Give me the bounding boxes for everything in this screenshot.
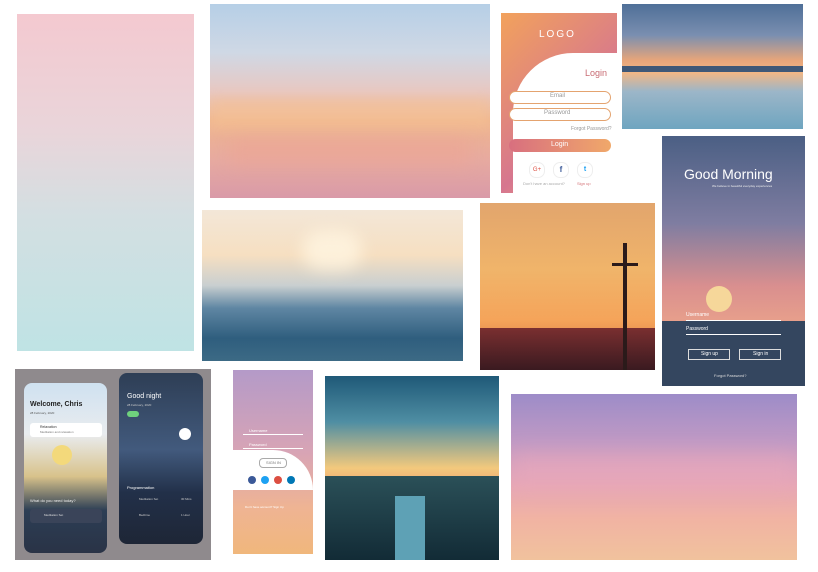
password-field[interactable]: Password [686,326,781,335]
login-title: Login [585,68,608,78]
meditation-app-mockup: Welcome, Chris 28 February, 2020 Relaxat… [15,369,211,560]
pink-sky-photo [511,394,797,560]
forest-river-illustration [325,376,499,560]
sun-icon [706,286,732,312]
email-field[interactable]: Email [509,91,611,104]
signup-prompt[interactable]: Don't have account? Sign Up [245,505,284,509]
email-placeholder: Email [550,93,566,99]
forgot-password-link[interactable]: Forgot Password? [571,126,612,132]
sign-up-button[interactable]: Sign up [688,349,730,360]
forgot-password-link[interactable]: Forgot Password? [714,373,747,378]
welcome-date: 28 February, 2020 [30,411,55,415]
prog-item-1[interactable]: Bedtime [139,513,151,517]
question-text: What do you need today? [30,498,76,503]
facebook-button[interactable]: f [553,162,569,178]
pastel-gradient-swatch [17,14,194,351]
relaxation-card[interactable]: Relaxation Meditation and relaxation [30,423,102,437]
day-screen: Welcome, Chris 28 February, 2020 Relaxat… [24,383,107,553]
night-screen: Good night 28 February, 2020 Programmati… [119,373,203,544]
coastal-sunset-photo [622,4,803,129]
google-plus-button[interactable] [274,476,282,484]
meditation-item[interactable]: Meditation Set [30,509,102,523]
night-toggle[interactable] [127,411,139,417]
password-placeholder: Password [544,110,571,116]
ocean-wave-photo [202,210,463,361]
signup-link[interactable]: Sign up [577,181,591,186]
password-field[interactable]: Password [509,108,611,121]
prog-item-0[interactable]: Meditation Set [139,497,159,501]
login-button[interactable]: Login [509,139,611,152]
moon-icon [179,428,191,440]
google-plus-button[interactable]: G+ [529,162,545,178]
purple-login-mockup: Username Password SIGN IN Don't have acc… [233,370,313,554]
username-field[interactable]: Username [686,312,781,321]
good-morning-title: Good Morning [684,166,773,182]
programmation-title: Programmation [127,485,155,490]
facebook-button[interactable] [248,476,256,484]
twitter-button[interactable] [261,476,269,484]
welcome-text: Welcome, Chris [30,401,83,408]
night-title: Good night [127,393,162,400]
password-field[interactable]: Password [243,442,303,449]
power-line-sunset-photo [480,203,655,370]
good-morning-subtitle: We believe in beautiful everyday experie… [712,184,773,188]
night-date: 28 February, 2020 [127,403,152,407]
prog-time-1: 1 Hour [181,513,191,517]
signup-prompt: Don't have an account? [523,181,565,186]
username-field[interactable]: Username [243,428,303,435]
sun-icon [52,445,72,465]
good-morning-login-mockup: Good Morning We believe in beautiful eve… [662,136,805,386]
login-screen-mockup: LOGO Login Email Password Forgot Passwor… [501,13,617,193]
sign-in-button[interactable]: Sign in [739,349,781,360]
prog-time-0: 30 Mins [181,497,192,501]
twitter-button[interactable]: t [577,162,593,178]
linkedin-button[interactable] [287,476,295,484]
logo-text: LOGO [539,29,576,40]
sunset-sky-photo [210,4,490,198]
sign-in-button[interactable]: SIGN IN [259,458,287,468]
